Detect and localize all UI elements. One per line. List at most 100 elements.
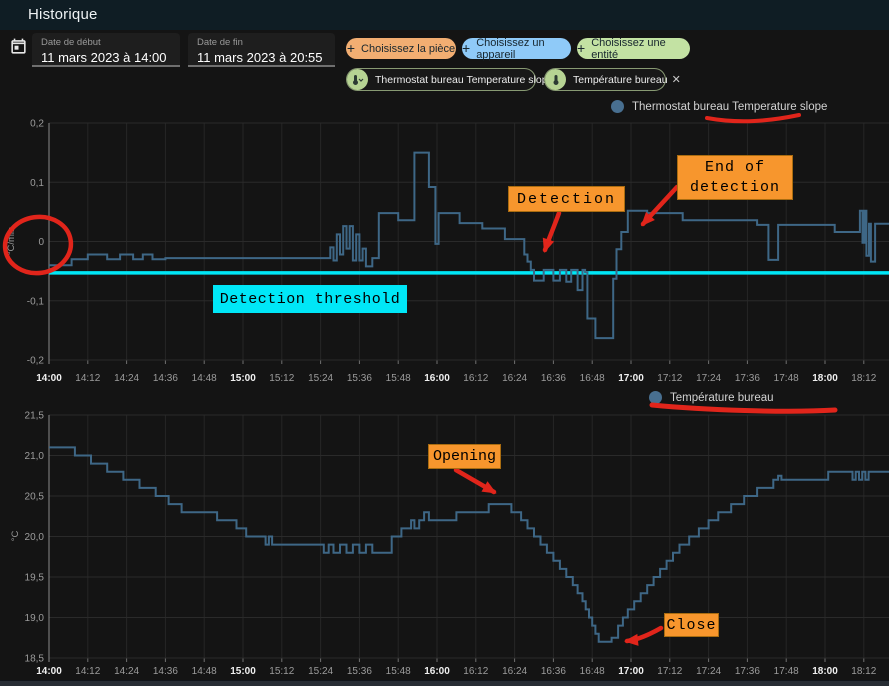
series-line bbox=[49, 446, 889, 643]
x-tick-label: 17:00 bbox=[618, 373, 644, 384]
x-tick-label: 15:48 bbox=[386, 373, 411, 384]
x-tick-label: 14:48 bbox=[192, 666, 217, 677]
choose-device-label: Choisissez un appareil bbox=[476, 36, 545, 61]
x-tick-label: 18:12 bbox=[851, 666, 876, 677]
x-tick-label: 17:36 bbox=[735, 373, 760, 384]
x-tick-label: 17:36 bbox=[735, 666, 760, 677]
close-annotation: Close bbox=[664, 613, 719, 637]
legend-thermostat-slope[interactable]: Thermostat bureau Temperature slope bbox=[611, 100, 827, 113]
entity-chip-temperature[interactable]: Température bureau ✕ bbox=[544, 68, 681, 91]
thermometer-icon bbox=[545, 69, 566, 90]
x-tick-label: 16:48 bbox=[580, 373, 605, 384]
calendar-icon bbox=[9, 37, 28, 59]
opening-annotation: Opening bbox=[428, 444, 501, 469]
red-underline-legend-2 bbox=[649, 402, 838, 414]
x-tick-label: 18:00 bbox=[812, 373, 838, 384]
x-tick-label: 17:24 bbox=[696, 373, 721, 384]
x-tick-label: 18:12 bbox=[851, 373, 876, 384]
legend-label: Thermostat bureau Temperature slope bbox=[632, 100, 828, 113]
x-tick-label: 16:00 bbox=[424, 666, 450, 677]
x-tick-label: 14:24 bbox=[114, 373, 139, 384]
x-tick-label: 15:12 bbox=[269, 666, 294, 677]
start-date-label: Date de début bbox=[41, 37, 101, 48]
plus-icon: + bbox=[346, 40, 356, 56]
detection-annotation: Detection bbox=[508, 186, 625, 212]
x-tick-label: 15:00 bbox=[230, 666, 256, 677]
choose-area-label: Choisissez la pièce bbox=[361, 42, 456, 55]
choose-device-chip[interactable]: + Choisissez un appareil bbox=[462, 36, 571, 61]
y-tick-label: -0,2 bbox=[27, 356, 45, 367]
choose-area-chip[interactable]: + Choisissez la pièce bbox=[346, 38, 456, 59]
x-tick-label: 14:48 bbox=[192, 373, 217, 384]
legend-dot bbox=[649, 391, 662, 404]
x-tick-label: 16:48 bbox=[580, 666, 605, 677]
x-tick-label: 15:36 bbox=[347, 666, 372, 677]
opening-arrow bbox=[453, 467, 497, 495]
x-tick-label: 16:36 bbox=[541, 373, 566, 384]
x-tick-label: 16:00 bbox=[424, 373, 450, 384]
legend-dot bbox=[611, 100, 624, 113]
y-tick-label: 21,0 bbox=[25, 451, 45, 462]
x-tick-label: 15:00 bbox=[230, 373, 256, 384]
next-section-edge bbox=[0, 680, 889, 686]
detection-arrow bbox=[542, 210, 562, 253]
start-date-field[interactable]: Date de début 11 mars 2023 à 14:00 bbox=[32, 33, 180, 67]
legend-label: Température bureau bbox=[670, 391, 774, 404]
x-tick-label: 17:00 bbox=[618, 666, 644, 677]
end-date-label: Date de fin bbox=[197, 37, 243, 48]
x-tick-label: 17:24 bbox=[696, 666, 721, 677]
calendar-button[interactable] bbox=[6, 36, 30, 60]
y-tick-label: -0,1 bbox=[27, 296, 45, 307]
x-tick-label: 16:12 bbox=[463, 373, 488, 384]
x-tick-label: 14:36 bbox=[153, 666, 178, 677]
y-tick-label: 20,5 bbox=[25, 492, 45, 503]
y-tick-label: 0 bbox=[38, 237, 44, 248]
detection-threshold-annotation: Detection threshold bbox=[213, 285, 407, 313]
x-tick-label: 14:12 bbox=[75, 373, 100, 384]
red-underline-legend-1 bbox=[705, 113, 801, 124]
x-tick-label: 15:24 bbox=[308, 666, 333, 677]
y-tick-label: 0,2 bbox=[30, 119, 44, 130]
x-tick-label: 14:24 bbox=[114, 666, 139, 677]
app-header: Historique bbox=[0, 0, 889, 30]
page-title: Historique bbox=[28, 6, 98, 23]
x-tick-label: 17:12 bbox=[657, 373, 682, 384]
x-tick-label: 17:48 bbox=[774, 373, 799, 384]
choose-entity-label: Choisissez une entité bbox=[591, 36, 666, 61]
y-tick-label: 0,1 bbox=[30, 178, 44, 189]
x-tick-label: 15:36 bbox=[347, 373, 372, 384]
y-tick-label: 18,5 bbox=[25, 654, 45, 665]
x-tick-label: 17:12 bbox=[657, 666, 682, 677]
close-arrow bbox=[624, 625, 664, 646]
x-tick-label: 15:48 bbox=[386, 666, 411, 677]
plus-icon: + bbox=[577, 40, 586, 56]
choose-entity-chip[interactable]: + Choisissez une entité bbox=[577, 36, 690, 61]
x-tick-label: 15:12 bbox=[269, 373, 294, 384]
x-tick-label: 16:24 bbox=[502, 373, 527, 384]
x-tick-label: 18:00 bbox=[812, 666, 838, 677]
entity-chip-label: Température bureau bbox=[573, 73, 668, 86]
end-date-field[interactable]: Date de fin 11 mars 2023 à 20:55 bbox=[188, 33, 335, 67]
end-of-detection-arrow bbox=[640, 184, 680, 227]
x-tick-label: 17:48 bbox=[774, 666, 799, 677]
start-date-value: 11 mars 2023 à 14:00 bbox=[41, 50, 167, 65]
end-date-value: 11 mars 2023 à 20:55 bbox=[197, 50, 323, 65]
x-tick-label: 14:12 bbox=[75, 666, 100, 677]
legend-temperature-bureau[interactable]: Température bureau bbox=[649, 391, 774, 404]
x-tick-label: 14:00 bbox=[36, 373, 62, 384]
y-tick-label: 19,0 bbox=[25, 613, 45, 624]
entity-chip-label: Thermostat bureau Temperature slope bbox=[375, 73, 554, 86]
y-tick-label: 20,0 bbox=[25, 532, 45, 543]
y-tick-label: 19,5 bbox=[25, 573, 45, 584]
entity-chip-thermostat-slope[interactable]: Thermostat bureau Temperature slope ✕ bbox=[346, 68, 567, 91]
x-tick-label: 16:12 bbox=[463, 666, 488, 677]
end-of-detection-annotation: End of detection bbox=[677, 155, 793, 200]
x-tick-label: 14:00 bbox=[36, 666, 62, 677]
thermometer-chevron-down-icon bbox=[347, 69, 368, 90]
x-tick-label: 16:24 bbox=[502, 666, 527, 677]
x-tick-label: 16:36 bbox=[541, 666, 566, 677]
y-axis-title: °C/min bbox=[6, 227, 17, 256]
remove-entity-icon[interactable]: ✕ bbox=[671, 74, 681, 86]
x-tick-label: 15:24 bbox=[308, 373, 333, 384]
